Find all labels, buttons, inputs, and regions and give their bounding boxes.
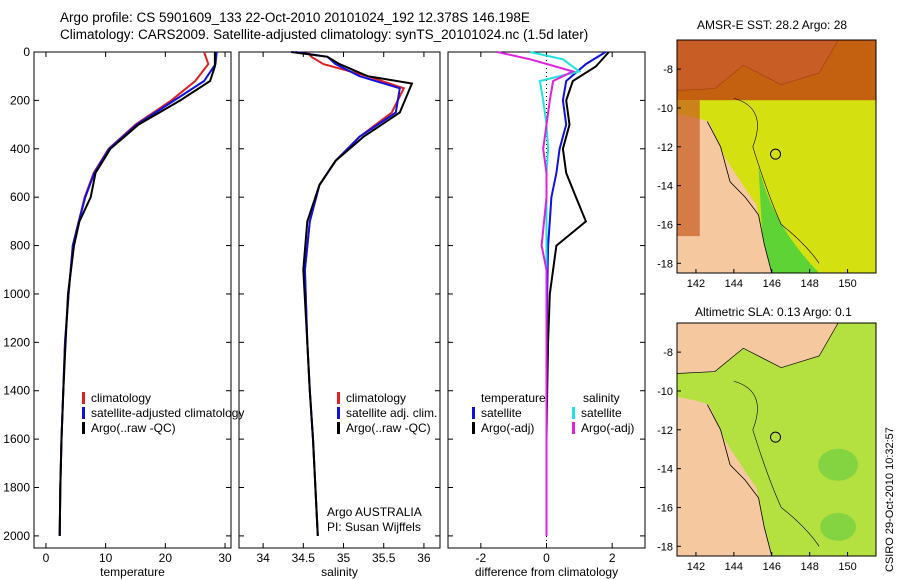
- argo-location-marker: [770, 431, 782, 443]
- x-tick-label-salinity: 34: [256, 551, 270, 565]
- sst-map-title: AMSR-E SST: 28.2 Argo: 28: [697, 18, 848, 32]
- map-frame-sla_map: [676, 322, 877, 557]
- sst-west-band: [677, 100, 700, 237]
- legend-diff-t-sat: satellite: [472, 406, 522, 420]
- profile-title: Argo profile: CS 5901609_133 22-Oct-2010…: [60, 10, 530, 25]
- sst-warm-band: [677, 40, 876, 101]
- x-axis-label-difference: difference from climatology: [475, 565, 618, 579]
- x-tick-label-salinity: 34.5: [292, 551, 316, 565]
- map-y-tick-label: -10: [657, 386, 673, 398]
- x-tick-label-salinity: 35.5: [372, 551, 396, 565]
- legend-sal-sat: satellite adj. clim.: [337, 406, 437, 420]
- x-tick-label-difference: 0: [543, 551, 550, 565]
- y-tick-label: 1600: [3, 432, 30, 446]
- y-tick-label: 1200: [3, 335, 30, 349]
- map-y-tick-label: -14: [657, 181, 673, 193]
- x-tick-label-temperature: 0: [43, 551, 50, 565]
- plot-frame-salinity: [238, 51, 441, 549]
- map-reef-contour-sla_map: [733, 380, 820, 547]
- legend-temp-clim: climatology: [82, 391, 151, 405]
- map-y-tick-label: -16: [657, 219, 673, 231]
- series-line-argo-raw-qc-: [291, 51, 414, 536]
- map-x-tick-label: 148: [800, 561, 818, 573]
- map-y-tick-label: -8: [663, 64, 673, 76]
- legend-diff-s-sat: satellite: [572, 406, 622, 420]
- map-reef-contour-sst_map: [733, 97, 820, 264]
- map-x-tick-label: 146: [763, 561, 781, 573]
- legend-sal-clim: climatology: [337, 391, 406, 405]
- map-x-tick-label: 144: [725, 278, 743, 290]
- x-tick-label-difference: 2: [609, 551, 616, 565]
- legend-temp-sat: satellite-adjusted climatology: [82, 406, 244, 420]
- map-y-tick-label: -16: [657, 502, 673, 514]
- y-tick-label: 800: [10, 239, 30, 253]
- map-x-tick-label: 148: [800, 278, 818, 290]
- map-png-land-sla_map: [676, 322, 839, 374]
- x-tick-label-difference: -2: [475, 551, 486, 565]
- map-y-tick-label: -8: [663, 347, 673, 359]
- x-axis-label-temperature: temperature: [100, 565, 165, 579]
- legend-diff-sal-title: salinity: [583, 391, 620, 405]
- y-tick-label: 1400: [3, 384, 30, 398]
- x-tick-label-salinity: 35: [337, 551, 351, 565]
- timestamp: CSIRO 29-Oct-2010 10:32:57: [884, 427, 896, 572]
- y-tick-label: 1800: [3, 481, 30, 495]
- map-x-tick-label: 142: [687, 278, 705, 290]
- map-y-tick-label: -10: [657, 103, 673, 115]
- map-y-tick-label: -14: [657, 464, 673, 476]
- map-coastline-sst_map: [706, 121, 773, 274]
- map-x-tick-label: 142: [687, 561, 705, 573]
- y-tick-label: 1000: [3, 287, 30, 301]
- legend-diff-s-argo: Argo(-adj): [572, 421, 634, 435]
- map-y-tick-label: -18: [657, 541, 673, 553]
- x-tick-label-temperature: 10: [99, 551, 113, 565]
- y-tick-label: 400: [10, 142, 30, 156]
- map-x-tick-label: 144: [725, 561, 743, 573]
- y-tick-label: 0: [23, 45, 30, 59]
- map-x-tick-label: 146: [763, 278, 781, 290]
- x-tick-label-temperature: 30: [218, 551, 232, 565]
- legend-sal-argo: Argo(..raw -QC): [337, 421, 431, 435]
- map-coastline-sla_map: [706, 404, 773, 557]
- sla-map-title: Altimetric SLA: 0.13 Argo: 0.1: [695, 305, 852, 319]
- map-y-tick-label: -12: [657, 425, 673, 437]
- sla-high: [818, 448, 859, 481]
- map-frame-sst_map: [676, 39, 877, 274]
- sst-cool-band: [758, 166, 820, 273]
- legend-temp-argo: Argo(..raw -QC): [82, 421, 176, 435]
- legend-diff-t-argo: Argo(-adj): [472, 421, 534, 435]
- map-x-tick-label: 150: [838, 561, 856, 573]
- y-tick-label: 2000: [3, 529, 30, 543]
- argo-location-marker: [770, 148, 782, 160]
- map-x-tick-label: 150: [838, 278, 856, 290]
- x-tick-label-salinity: 36: [417, 551, 431, 565]
- map-y-tick-label: -18: [657, 258, 673, 270]
- credit-line2: PI: Susan Wijffels: [327, 520, 421, 534]
- y-tick-label: 600: [10, 190, 30, 204]
- climatology-title: Climatology: CARS2009. Satellite-adjuste…: [60, 27, 589, 42]
- series-line-salinity-argo-adj-: [497, 51, 576, 536]
- y-tick-label: 200: [10, 93, 30, 107]
- credit-line1: Argo AUSTRALIA: [327, 505, 422, 519]
- x-axis-label-salinity: salinity: [321, 565, 358, 579]
- map-sea-sla_map: [677, 323, 876, 556]
- legend-diff-temp-title: temperature: [481, 391, 546, 405]
- map-y-tick-label: -12: [657, 142, 673, 154]
- sla-high-south: [820, 512, 857, 541]
- series-line-argo-raw-qc-: [58, 52, 216, 536]
- x-tick-label-temperature: 20: [159, 551, 173, 565]
